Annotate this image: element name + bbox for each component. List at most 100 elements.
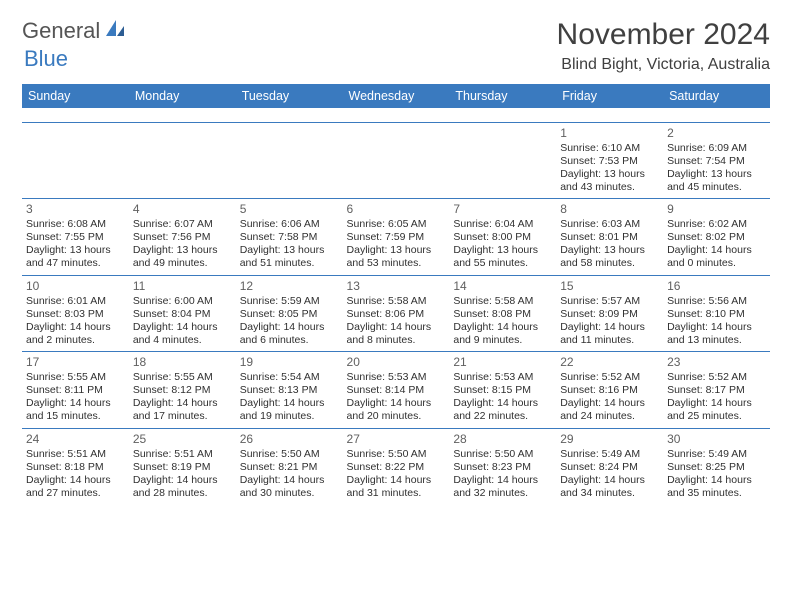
- sunset-text: Sunset: 7:56 PM: [133, 231, 232, 244]
- daylight-text: Daylight: 14 hours and 35 minutes.: [667, 474, 766, 500]
- sunrise-text: Sunrise: 5:52 AM: [667, 371, 766, 384]
- sunset-text: Sunset: 8:02 PM: [667, 231, 766, 244]
- sunset-text: Sunset: 8:18 PM: [26, 461, 125, 474]
- daylight-text: Daylight: 14 hours and 19 minutes.: [240, 397, 339, 423]
- sunset-text: Sunset: 7:58 PM: [240, 231, 339, 244]
- sunset-text: Sunset: 8:19 PM: [133, 461, 232, 474]
- calendar-cell: 5Sunrise: 6:06 AMSunset: 7:58 PMDaylight…: [236, 199, 343, 276]
- sunset-text: Sunset: 8:15 PM: [453, 384, 552, 397]
- daylight-text: Daylight: 13 hours and 51 minutes.: [240, 244, 339, 270]
- sunset-text: Sunset: 7:54 PM: [667, 155, 766, 168]
- day-number: 18: [133, 355, 232, 370]
- day-number: 24: [26, 432, 125, 447]
- sail-icon: [104, 18, 126, 44]
- day-number: 15: [560, 279, 659, 294]
- day-number: 30: [667, 432, 766, 447]
- sunrise-text: Sunrise: 6:02 AM: [667, 218, 766, 231]
- day-number: 6: [347, 202, 446, 217]
- sunrise-text: Sunrise: 5:50 AM: [453, 448, 552, 461]
- sunrise-text: Sunrise: 5:53 AM: [453, 371, 552, 384]
- daylight-text: Daylight: 14 hours and 6 minutes.: [240, 321, 339, 347]
- sunrise-text: Sunrise: 5:52 AM: [560, 371, 659, 384]
- sunset-text: Sunset: 8:12 PM: [133, 384, 232, 397]
- day-number: 8: [560, 202, 659, 217]
- sunrise-text: Sunrise: 5:55 AM: [133, 371, 232, 384]
- day-number: 13: [347, 279, 446, 294]
- calendar-cell: 12Sunrise: 5:59 AMSunset: 8:05 PMDayligh…: [236, 275, 343, 352]
- calendar-cell: 16Sunrise: 5:56 AMSunset: 8:10 PMDayligh…: [663, 275, 770, 352]
- day-number: 25: [133, 432, 232, 447]
- sunset-text: Sunset: 8:11 PM: [26, 384, 125, 397]
- calendar-head: Sunday Monday Tuesday Wednesday Thursday…: [22, 84, 770, 108]
- daylight-text: Daylight: 13 hours and 58 minutes.: [560, 244, 659, 270]
- sunset-text: Sunset: 8:08 PM: [453, 308, 552, 321]
- calendar-page: General November 2024 Blind Bight, Victo…: [0, 0, 792, 612]
- location-text: Blind Bight, Victoria, Australia: [557, 56, 770, 74]
- calendar-cell: 25Sunrise: 5:51 AMSunset: 8:19 PMDayligh…: [129, 428, 236, 504]
- calendar-cell: 8Sunrise: 6:03 AMSunset: 8:01 PMDaylight…: [556, 199, 663, 276]
- brand-logo: General: [22, 18, 126, 44]
- title-block: November 2024 Blind Bight, Victoria, Aus…: [557, 18, 770, 74]
- sunrise-text: Sunrise: 5:50 AM: [347, 448, 446, 461]
- day-number: 11: [133, 279, 232, 294]
- daylight-text: Daylight: 14 hours and 30 minutes.: [240, 474, 339, 500]
- calendar-cell: 19Sunrise: 5:54 AMSunset: 8:13 PMDayligh…: [236, 352, 343, 429]
- daylight-text: Daylight: 14 hours and 8 minutes.: [347, 321, 446, 347]
- daylight-text: Daylight: 14 hours and 24 minutes.: [560, 397, 659, 423]
- day-number: 22: [560, 355, 659, 370]
- day-number: 3: [26, 202, 125, 217]
- day-number: 4: [133, 202, 232, 217]
- sunset-text: Sunset: 7:53 PM: [560, 155, 659, 168]
- sunset-text: Sunset: 7:59 PM: [347, 231, 446, 244]
- day-number: 1: [560, 126, 659, 141]
- calendar-cell: 29Sunrise: 5:49 AMSunset: 8:24 PMDayligh…: [556, 428, 663, 504]
- day-number: 27: [347, 432, 446, 447]
- day-number: 20: [347, 355, 446, 370]
- calendar-cell: 13Sunrise: 5:58 AMSunset: 8:06 PMDayligh…: [343, 275, 450, 352]
- daylight-text: Daylight: 13 hours and 45 minutes.: [667, 168, 766, 194]
- calendar-cell: 11Sunrise: 6:00 AMSunset: 8:04 PMDayligh…: [129, 275, 236, 352]
- calendar-cell: 18Sunrise: 5:55 AMSunset: 8:12 PMDayligh…: [129, 352, 236, 429]
- sunrise-text: Sunrise: 6:10 AM: [560, 142, 659, 155]
- sunset-text: Sunset: 8:00 PM: [453, 231, 552, 244]
- day-number: 9: [667, 202, 766, 217]
- sunrise-text: Sunrise: 6:05 AM: [347, 218, 446, 231]
- page-title: November 2024: [557, 18, 770, 52]
- sunset-text: Sunset: 8:10 PM: [667, 308, 766, 321]
- day-number: 12: [240, 279, 339, 294]
- daylight-text: Daylight: 13 hours and 53 minutes.: [347, 244, 446, 270]
- day-number: 14: [453, 279, 552, 294]
- sunrise-text: Sunrise: 6:07 AM: [133, 218, 232, 231]
- sunset-text: Sunset: 8:23 PM: [453, 461, 552, 474]
- calendar-table: Sunday Monday Tuesday Wednesday Thursday…: [22, 84, 770, 504]
- sunset-text: Sunset: 8:03 PM: [26, 308, 125, 321]
- daylight-text: Daylight: 14 hours and 2 minutes.: [26, 321, 125, 347]
- daylight-text: Daylight: 14 hours and 25 minutes.: [667, 397, 766, 423]
- sunrise-text: Sunrise: 5:49 AM: [667, 448, 766, 461]
- sunset-text: Sunset: 8:14 PM: [347, 384, 446, 397]
- daylight-text: Daylight: 13 hours and 43 minutes.: [560, 168, 659, 194]
- calendar-cell: 2Sunrise: 6:09 AMSunset: 7:54 PMDaylight…: [663, 122, 770, 199]
- calendar-cell: 6Sunrise: 6:05 AMSunset: 7:59 PMDaylight…: [343, 199, 450, 276]
- brand-part2: Blue: [24, 46, 68, 72]
- calendar-week-row: 3Sunrise: 6:08 AMSunset: 7:55 PMDaylight…: [22, 199, 770, 276]
- sunrise-text: Sunrise: 5:56 AM: [667, 295, 766, 308]
- calendar-cell: [343, 122, 450, 199]
- day-number: 5: [240, 202, 339, 217]
- daylight-text: Daylight: 13 hours and 47 minutes.: [26, 244, 125, 270]
- daylight-text: Daylight: 14 hours and 15 minutes.: [26, 397, 125, 423]
- daylight-text: Daylight: 14 hours and 27 minutes.: [26, 474, 125, 500]
- calendar-cell: 14Sunrise: 5:58 AMSunset: 8:08 PMDayligh…: [449, 275, 556, 352]
- daylight-text: Daylight: 14 hours and 4 minutes.: [133, 321, 232, 347]
- sunrise-text: Sunrise: 5:51 AM: [133, 448, 232, 461]
- sunset-text: Sunset: 8:25 PM: [667, 461, 766, 474]
- day-header-row: Sunday Monday Tuesday Wednesday Thursday…: [22, 84, 770, 108]
- sunrise-text: Sunrise: 5:59 AM: [240, 295, 339, 308]
- calendar-cell: 17Sunrise: 5:55 AMSunset: 8:11 PMDayligh…: [22, 352, 129, 429]
- day-header: Tuesday: [236, 84, 343, 108]
- calendar-week-row: 10Sunrise: 6:01 AMSunset: 8:03 PMDayligh…: [22, 275, 770, 352]
- sunrise-text: Sunrise: 6:06 AM: [240, 218, 339, 231]
- sunrise-text: Sunrise: 5:54 AM: [240, 371, 339, 384]
- sunset-text: Sunset: 8:17 PM: [667, 384, 766, 397]
- sunset-text: Sunset: 8:09 PM: [560, 308, 659, 321]
